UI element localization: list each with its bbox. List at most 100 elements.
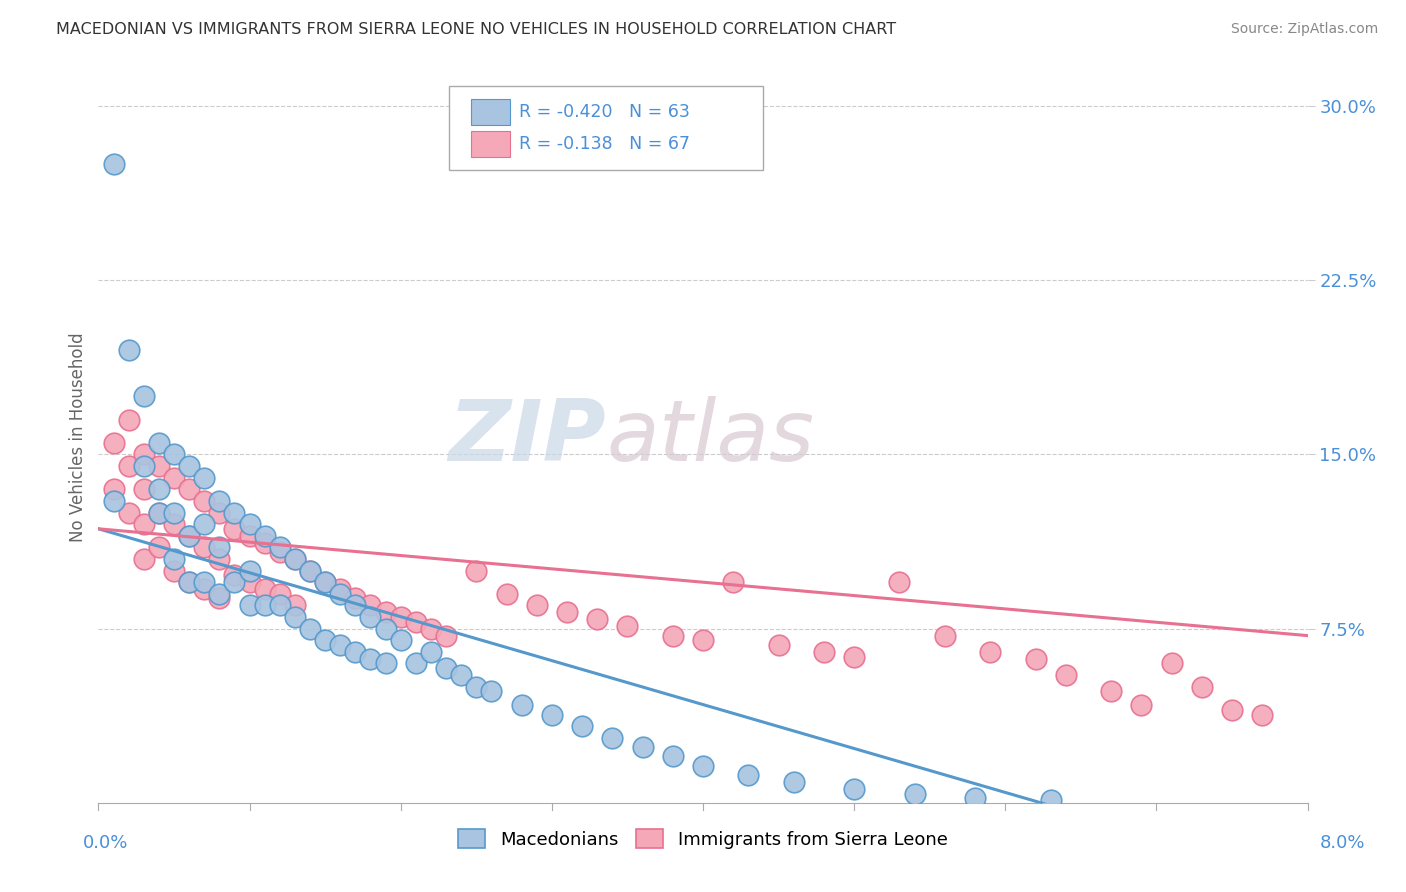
- Point: [389, 633, 412, 648]
- Point: [224, 575, 246, 590]
- Point: [965, 791, 987, 805]
- Point: [661, 749, 683, 764]
- Point: [768, 638, 790, 652]
- Point: [179, 529, 201, 543]
- Point: [163, 564, 186, 578]
- Point: [208, 552, 231, 566]
- Point: [374, 657, 396, 671]
- Point: [132, 552, 155, 566]
- FancyBboxPatch shape: [449, 86, 763, 170]
- Point: [239, 575, 262, 590]
- FancyBboxPatch shape: [471, 99, 509, 126]
- Point: [163, 552, 186, 566]
- Point: [179, 459, 201, 474]
- Point: [179, 575, 201, 590]
- Point: [269, 545, 291, 559]
- Point: [118, 459, 141, 474]
- Point: [239, 564, 262, 578]
- Point: [1130, 698, 1153, 713]
- Point: [253, 529, 276, 543]
- Point: [103, 483, 125, 497]
- Point: [224, 506, 246, 520]
- Point: [420, 645, 443, 659]
- Text: R = -0.420   N = 63: R = -0.420 N = 63: [519, 103, 690, 121]
- Point: [1220, 703, 1243, 717]
- Point: [269, 541, 291, 555]
- Point: [344, 599, 367, 613]
- Point: [723, 575, 745, 590]
- Point: [360, 652, 382, 666]
- Point: [813, 645, 835, 659]
- Text: 8.0%: 8.0%: [1320, 834, 1365, 852]
- Point: [193, 541, 215, 555]
- Point: [103, 494, 125, 508]
- Point: [132, 517, 155, 532]
- Point: [481, 684, 503, 698]
- Point: [1191, 680, 1213, 694]
- Text: Source: ZipAtlas.com: Source: ZipAtlas.com: [1230, 22, 1378, 37]
- Point: [389, 610, 412, 624]
- Point: [360, 610, 382, 624]
- Point: [193, 582, 215, 597]
- Point: [1054, 668, 1077, 682]
- Point: [540, 707, 562, 722]
- Point: [284, 599, 307, 613]
- Point: [344, 645, 367, 659]
- Point: [118, 412, 141, 426]
- Point: [132, 389, 155, 403]
- Point: [253, 582, 276, 597]
- Point: [208, 591, 231, 606]
- Point: [450, 668, 472, 682]
- Point: [602, 731, 624, 745]
- Point: [571, 719, 593, 733]
- Point: [239, 517, 262, 532]
- Point: [239, 599, 262, 613]
- Point: [314, 633, 336, 648]
- Point: [179, 529, 201, 543]
- Point: [904, 787, 927, 801]
- Point: [208, 494, 231, 508]
- Point: [193, 494, 215, 508]
- Point: [510, 698, 533, 713]
- Point: [405, 615, 427, 629]
- Point: [844, 649, 866, 664]
- Point: [118, 343, 141, 357]
- Point: [269, 599, 291, 613]
- Point: [132, 459, 155, 474]
- Point: [253, 599, 276, 613]
- Point: [179, 575, 201, 590]
- Point: [434, 629, 457, 643]
- Point: [374, 606, 396, 620]
- Text: MACEDONIAN VS IMMIGRANTS FROM SIERRA LEONE NO VEHICLES IN HOUSEHOLD CORRELATION : MACEDONIAN VS IMMIGRANTS FROM SIERRA LEO…: [56, 22, 897, 37]
- Point: [148, 541, 170, 555]
- Point: [179, 483, 201, 497]
- Point: [661, 629, 683, 643]
- Point: [420, 622, 443, 636]
- FancyBboxPatch shape: [471, 130, 509, 157]
- Point: [284, 552, 307, 566]
- Point: [434, 661, 457, 675]
- Point: [314, 575, 336, 590]
- Point: [208, 587, 231, 601]
- Point: [737, 768, 759, 782]
- Point: [934, 629, 956, 643]
- Point: [132, 448, 155, 462]
- Point: [329, 587, 352, 601]
- Point: [344, 591, 367, 606]
- Point: [692, 758, 714, 772]
- Point: [284, 552, 307, 566]
- Point: [495, 587, 517, 601]
- Text: atlas: atlas: [606, 395, 814, 479]
- Point: [526, 599, 548, 613]
- Point: [616, 619, 638, 633]
- Point: [193, 575, 215, 590]
- Point: [193, 471, 215, 485]
- Point: [148, 506, 170, 520]
- Point: [360, 599, 382, 613]
- Point: [465, 680, 488, 694]
- Point: [1160, 657, 1182, 671]
- Point: [1039, 793, 1062, 807]
- Point: [979, 645, 1001, 659]
- Point: [148, 483, 170, 497]
- Point: [224, 568, 246, 582]
